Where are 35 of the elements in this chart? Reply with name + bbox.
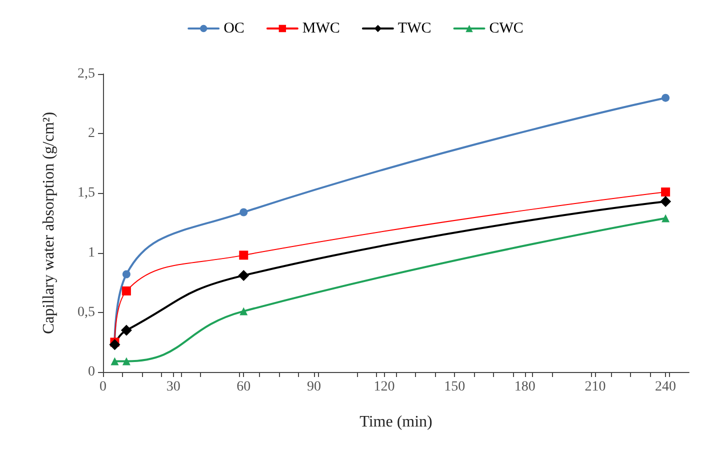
x-tick-label: 60 xyxy=(236,380,251,394)
x-axis-title: Time (min) xyxy=(360,414,432,430)
point xyxy=(662,94,670,102)
x-tick-label: 210 xyxy=(584,380,606,394)
y-tick-label: 0 xyxy=(88,364,95,380)
x-tick-label: 240 xyxy=(655,380,676,394)
point xyxy=(661,188,670,197)
x-tick-label: 90 xyxy=(306,380,321,394)
y-tick-label: 0,5 xyxy=(78,304,95,320)
x-tick-label: 120 xyxy=(374,380,395,394)
point xyxy=(110,357,119,366)
y-tick-label: 2,5 xyxy=(78,66,95,82)
x-tick-label: 0 xyxy=(100,380,106,394)
y-tick-label: 1,5 xyxy=(78,186,95,201)
y-axis-title: Capillary water absorption (g/cm²) xyxy=(40,112,58,334)
x-tick-label: 150 xyxy=(444,380,466,394)
legend-label: TWC xyxy=(398,20,432,36)
point xyxy=(238,270,250,281)
point xyxy=(240,307,248,316)
legend-label: OC xyxy=(224,20,244,36)
point xyxy=(660,196,672,208)
x-tick-label: 180 xyxy=(514,380,536,394)
point xyxy=(240,208,248,216)
legend-label: MWC xyxy=(302,20,340,36)
point xyxy=(122,270,130,278)
point xyxy=(122,357,130,366)
point xyxy=(662,214,670,222)
point xyxy=(239,250,248,260)
point xyxy=(109,339,120,350)
x-tick-label: 30 xyxy=(166,380,180,394)
point xyxy=(120,324,132,336)
point xyxy=(122,286,131,296)
legend-label: CWC xyxy=(489,20,524,36)
y-tick-label: 2 xyxy=(88,126,95,142)
y-tick-label: 1 xyxy=(88,245,95,260)
